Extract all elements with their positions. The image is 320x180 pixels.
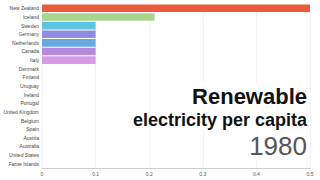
- svg-text:Italy: Italy: [30, 57, 40, 63]
- svg-text:Australia: Australia: [20, 143, 40, 149]
- svg-text:Portugal: Portugal: [20, 100, 39, 106]
- svg-text:United States: United States: [9, 152, 40, 158]
- svg-text:United Kingdom: United Kingdom: [3, 109, 39, 115]
- svg-text:0.1: 0.1: [92, 171, 99, 177]
- svg-text:Canada: Canada: [21, 48, 39, 54]
- svg-text:0.4: 0.4: [253, 171, 260, 177]
- svg-text:1980: 1980: [249, 131, 307, 161]
- svg-text:Faroe Islands: Faroe Islands: [9, 161, 40, 167]
- svg-text:Iceland: Iceland: [23, 14, 39, 20]
- svg-text:0.2: 0.2: [146, 171, 153, 177]
- svg-text:Austria: Austria: [23, 135, 39, 141]
- svg-text:Uruguay: Uruguay: [20, 83, 39, 89]
- svg-text:New Zealand: New Zealand: [10, 5, 40, 11]
- svg-text:electricity per capita: electricity per capita: [133, 110, 308, 130]
- svg-text:0.5: 0.5: [307, 171, 314, 177]
- svg-text:Spain: Spain: [26, 126, 39, 132]
- svg-text:Belgium: Belgium: [21, 118, 39, 124]
- svg-text:Finland: Finland: [23, 74, 40, 80]
- svg-text:0.3: 0.3: [199, 171, 206, 177]
- svg-text:Denmark: Denmark: [19, 66, 40, 72]
- svg-text:Renewable: Renewable: [192, 84, 307, 109]
- svg-text:Germany: Germany: [18, 31, 39, 37]
- svg-text:Ireland: Ireland: [24, 92, 40, 98]
- svg-text:0: 0: [41, 171, 44, 177]
- svg-text:Netherlands: Netherlands: [12, 40, 39, 46]
- svg-text:Sweden: Sweden: [21, 23, 39, 29]
